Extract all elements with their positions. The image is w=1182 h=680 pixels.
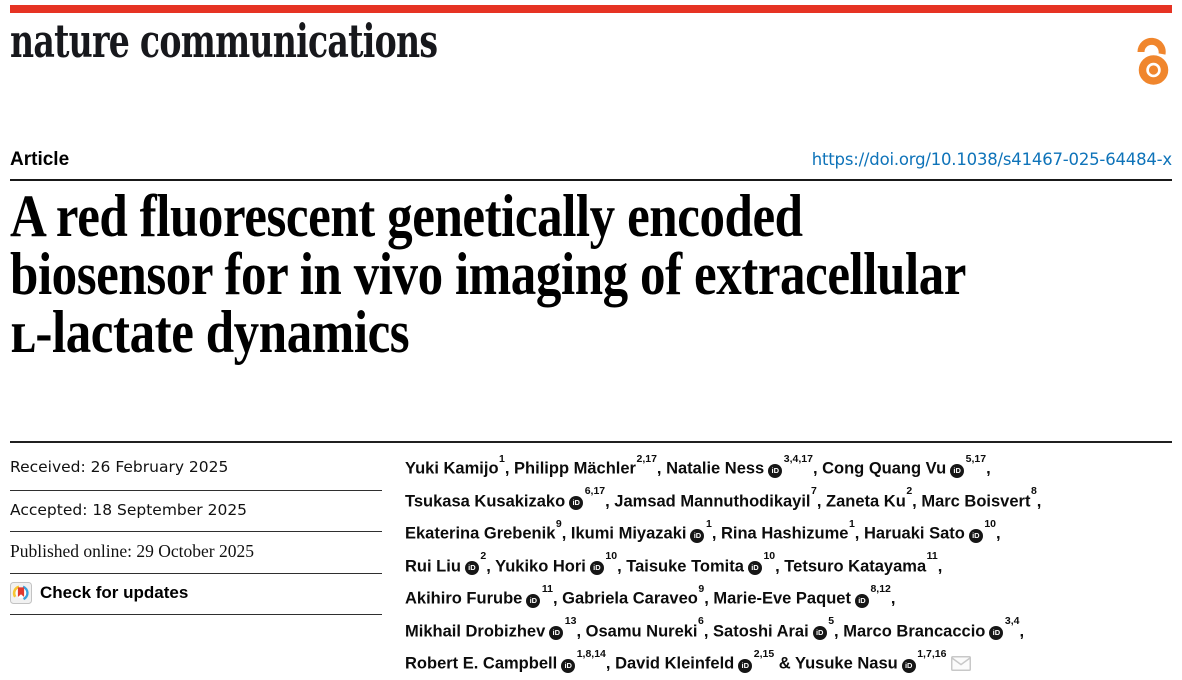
author-line: Rui Liu iD2, Yukiko Hori iD10, Taisuke Tom…	[405, 550, 943, 575]
open-access-icon[interactable]	[1134, 31, 1170, 87]
orcid-icon[interactable]: iD	[950, 463, 965, 478]
brand-bar	[10, 5, 1172, 13]
orcid-icon[interactable]: iD	[968, 528, 983, 543]
accepted-row: Accepted: 18 September 2025	[10, 491, 382, 532]
orcid-icon[interactable]: iD	[854, 593, 869, 608]
affiliation-superscript: 11	[541, 582, 553, 595]
affiliation-superscript: 3,4	[1004, 615, 1020, 627]
title-line-1: A red fluorescent genetically encoded	[10, 183, 803, 249]
affiliation-superscript: 1	[848, 517, 855, 530]
affiliation-superscript: 7	[811, 485, 817, 497]
affiliation-superscript: 1,7,16	[917, 647, 947, 660]
affiliation-superscript: 2,17	[636, 452, 657, 465]
author-line: Mikhail Drobizhev iD13, Osamu Nureki6, Sa…	[405, 615, 1025, 640]
page-title: A red fluorescent genetically encoded bi…	[10, 183, 998, 365]
orcid-icon[interactable]: iD	[901, 658, 916, 673]
affiliation-superscript: 3,4,17	[783, 452, 813, 465]
orcid-icon[interactable]: iD	[569, 496, 584, 510]
check-for-updates-button[interactable]: Check for updates	[10, 574, 382, 615]
orcid-icon[interactable]: iD	[690, 528, 705, 543]
affiliation-superscript: 6	[698, 615, 704, 627]
affiliation-superscript: 10	[763, 550, 776, 562]
orcid-icon[interactable]: iD	[526, 593, 541, 608]
dates-column: Received: 26 February 2025 Accepted: 18 …	[10, 443, 382, 680]
orcid-icon[interactable]: iD	[464, 561, 479, 575]
affiliation-superscript: 5	[828, 615, 835, 627]
title-line-3: ʟ-lactate dynamics	[10, 299, 410, 365]
affiliation-superscript: 9	[555, 517, 562, 530]
affiliation-superscript: 10	[984, 517, 997, 530]
orcid-icon[interactable]: iD	[561, 658, 576, 673]
published-row: Published online: 29 October 2025	[10, 532, 382, 574]
affiliation-superscript: 8,12	[870, 582, 891, 595]
affiliation-superscript: 6,17	[584, 485, 606, 497]
affiliation-superscript: 13	[564, 615, 577, 627]
affiliation-superscript: 9	[698, 582, 705, 595]
affiliation-superscript: 11	[926, 550, 938, 562]
orcid-icon[interactable]: iD	[812, 626, 827, 640]
meta-section: Received: 26 February 2025 Accepted: 18 …	[10, 441, 1172, 680]
orcid-icon[interactable]: iD	[989, 626, 1004, 640]
masthead: nature communications	[10, 14, 1172, 85]
affiliation-superscript: 2	[906, 485, 913, 497]
title-line-2: biosensor for in vivo imaging of extrace…	[10, 241, 967, 307]
author-line: Yuki Kamijo1, Philipp Mächler2,17, Natal…	[405, 452, 991, 478]
author-line: Ekaterina Grebenik9, Ikumi Miyazaki iD1, …	[405, 517, 1001, 543]
article-type-label: Article	[10, 149, 70, 170]
header-divider	[10, 179, 1172, 181]
author-line: Tsukasa Kusakizako iD6,17, Jamsad Mannuth…	[405, 485, 1042, 510]
orcid-icon[interactable]: iD	[738, 658, 753, 673]
affiliation-superscript: 2,15	[753, 647, 775, 660]
affiliation-superscript: 8	[1030, 485, 1037, 497]
article-row: Article https://doi.org/10.1038/s41467-0…	[10, 149, 1172, 171]
authors-block: Yuki Kamijo1, Philipp Mächler2,17, Natal…	[405, 443, 1172, 680]
received-date: Received: 26 February 2025	[10, 458, 229, 476]
affiliation-superscript: 1,8,14	[576, 647, 606, 660]
author-line: Robert E. Campbell iD1,8,14, David Kleinf…	[405, 645, 1172, 680]
author-line: Akihiro Furube iD11, Gabriela Caraveo9, M…	[405, 582, 896, 608]
crossmark-icon	[10, 582, 32, 604]
orcid-icon[interactable]: iD	[589, 561, 604, 575]
orcid-icon[interactable]: iD	[747, 561, 762, 575]
received-row: Received: 26 February 2025	[10, 443, 382, 491]
affiliation-superscript: 1	[705, 517, 712, 530]
affiliation-superscript: 10	[605, 550, 618, 562]
email-icon[interactable]	[951, 652, 972, 680]
journal-logo: nature communications	[10, 14, 438, 68]
affiliation-superscript: 2	[480, 550, 487, 562]
orcid-icon[interactable]: iD	[549, 626, 564, 640]
accepted-date: Accepted: 18 September 2025	[10, 501, 248, 519]
check-for-updates-label: Check for updates	[40, 583, 189, 602]
affiliation-superscript: 1	[499, 452, 505, 465]
orcid-icon[interactable]: iD	[768, 463, 783, 478]
affiliation-superscript: 5,17	[965, 452, 987, 465]
doi-link[interactable]: https://doi.org/10.1038/s41467-025-64484…	[811, 150, 1172, 169]
published-date: Published online: 29 October 2025	[10, 541, 255, 561]
